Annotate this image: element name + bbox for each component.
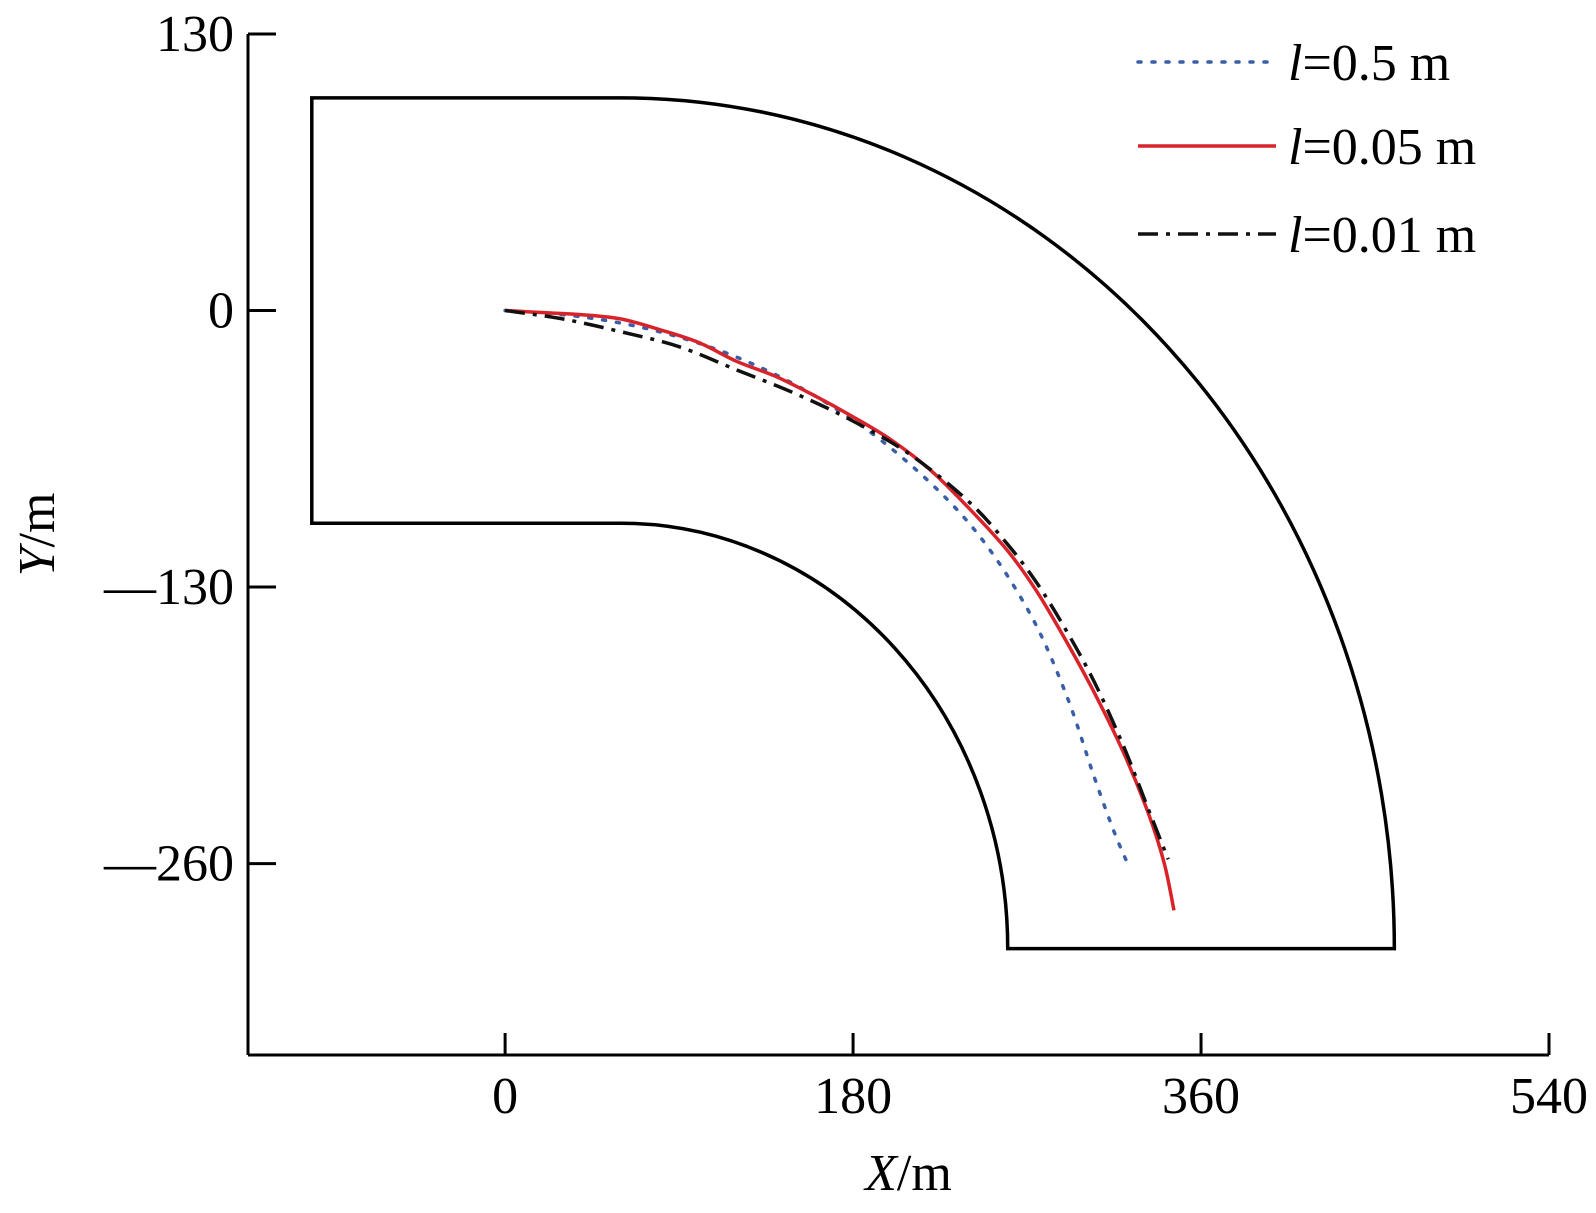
x-tick-label: 180: [814, 1068, 892, 1125]
channel-outline: [310, 96, 1397, 951]
x-axis-var: X: [863, 1145, 899, 1202]
legend-value: =0.5 m: [1302, 35, 1450, 92]
y-tick-label: —130: [103, 559, 234, 616]
legend-var: l: [1288, 207, 1302, 264]
x-axis-unit: /m: [897, 1145, 952, 1202]
channel-boundary: [310, 96, 1397, 951]
x-tick-label: 0: [492, 1068, 518, 1125]
legend-var: l: [1288, 35, 1302, 92]
legend-value: =0.01 m: [1302, 207, 1476, 264]
y-tick-label: 0: [208, 283, 234, 340]
series-line-1: [505, 308, 1176, 911]
y-axis-var: Y: [9, 542, 66, 576]
y-axis-label: Y/m: [9, 493, 66, 577]
legend-label-0: l=0.5 m: [1288, 35, 1450, 92]
x-tick-label: 360: [1162, 1068, 1240, 1125]
y-tick-label: 130: [156, 6, 234, 63]
x-tick-label: 540: [1510, 1068, 1588, 1125]
y-tick-label: —260: [103, 836, 234, 893]
legend-var: l: [1288, 119, 1302, 176]
legend: l=0.5 ml=0.05 ml=0.01 m: [1136, 35, 1476, 264]
y-axis-unit: /m: [9, 493, 66, 548]
legend-value: =0.05 m: [1302, 119, 1476, 176]
x-axis-label: X/m: [863, 1145, 952, 1202]
legend-label-2: l=0.01 m: [1288, 207, 1476, 264]
series-line-0: [503, 308, 1130, 866]
series-line-2: [504, 308, 1170, 860]
trajectory-series-group: [503, 308, 1176, 911]
legend-label-1: l=0.05 m: [1288, 119, 1476, 176]
